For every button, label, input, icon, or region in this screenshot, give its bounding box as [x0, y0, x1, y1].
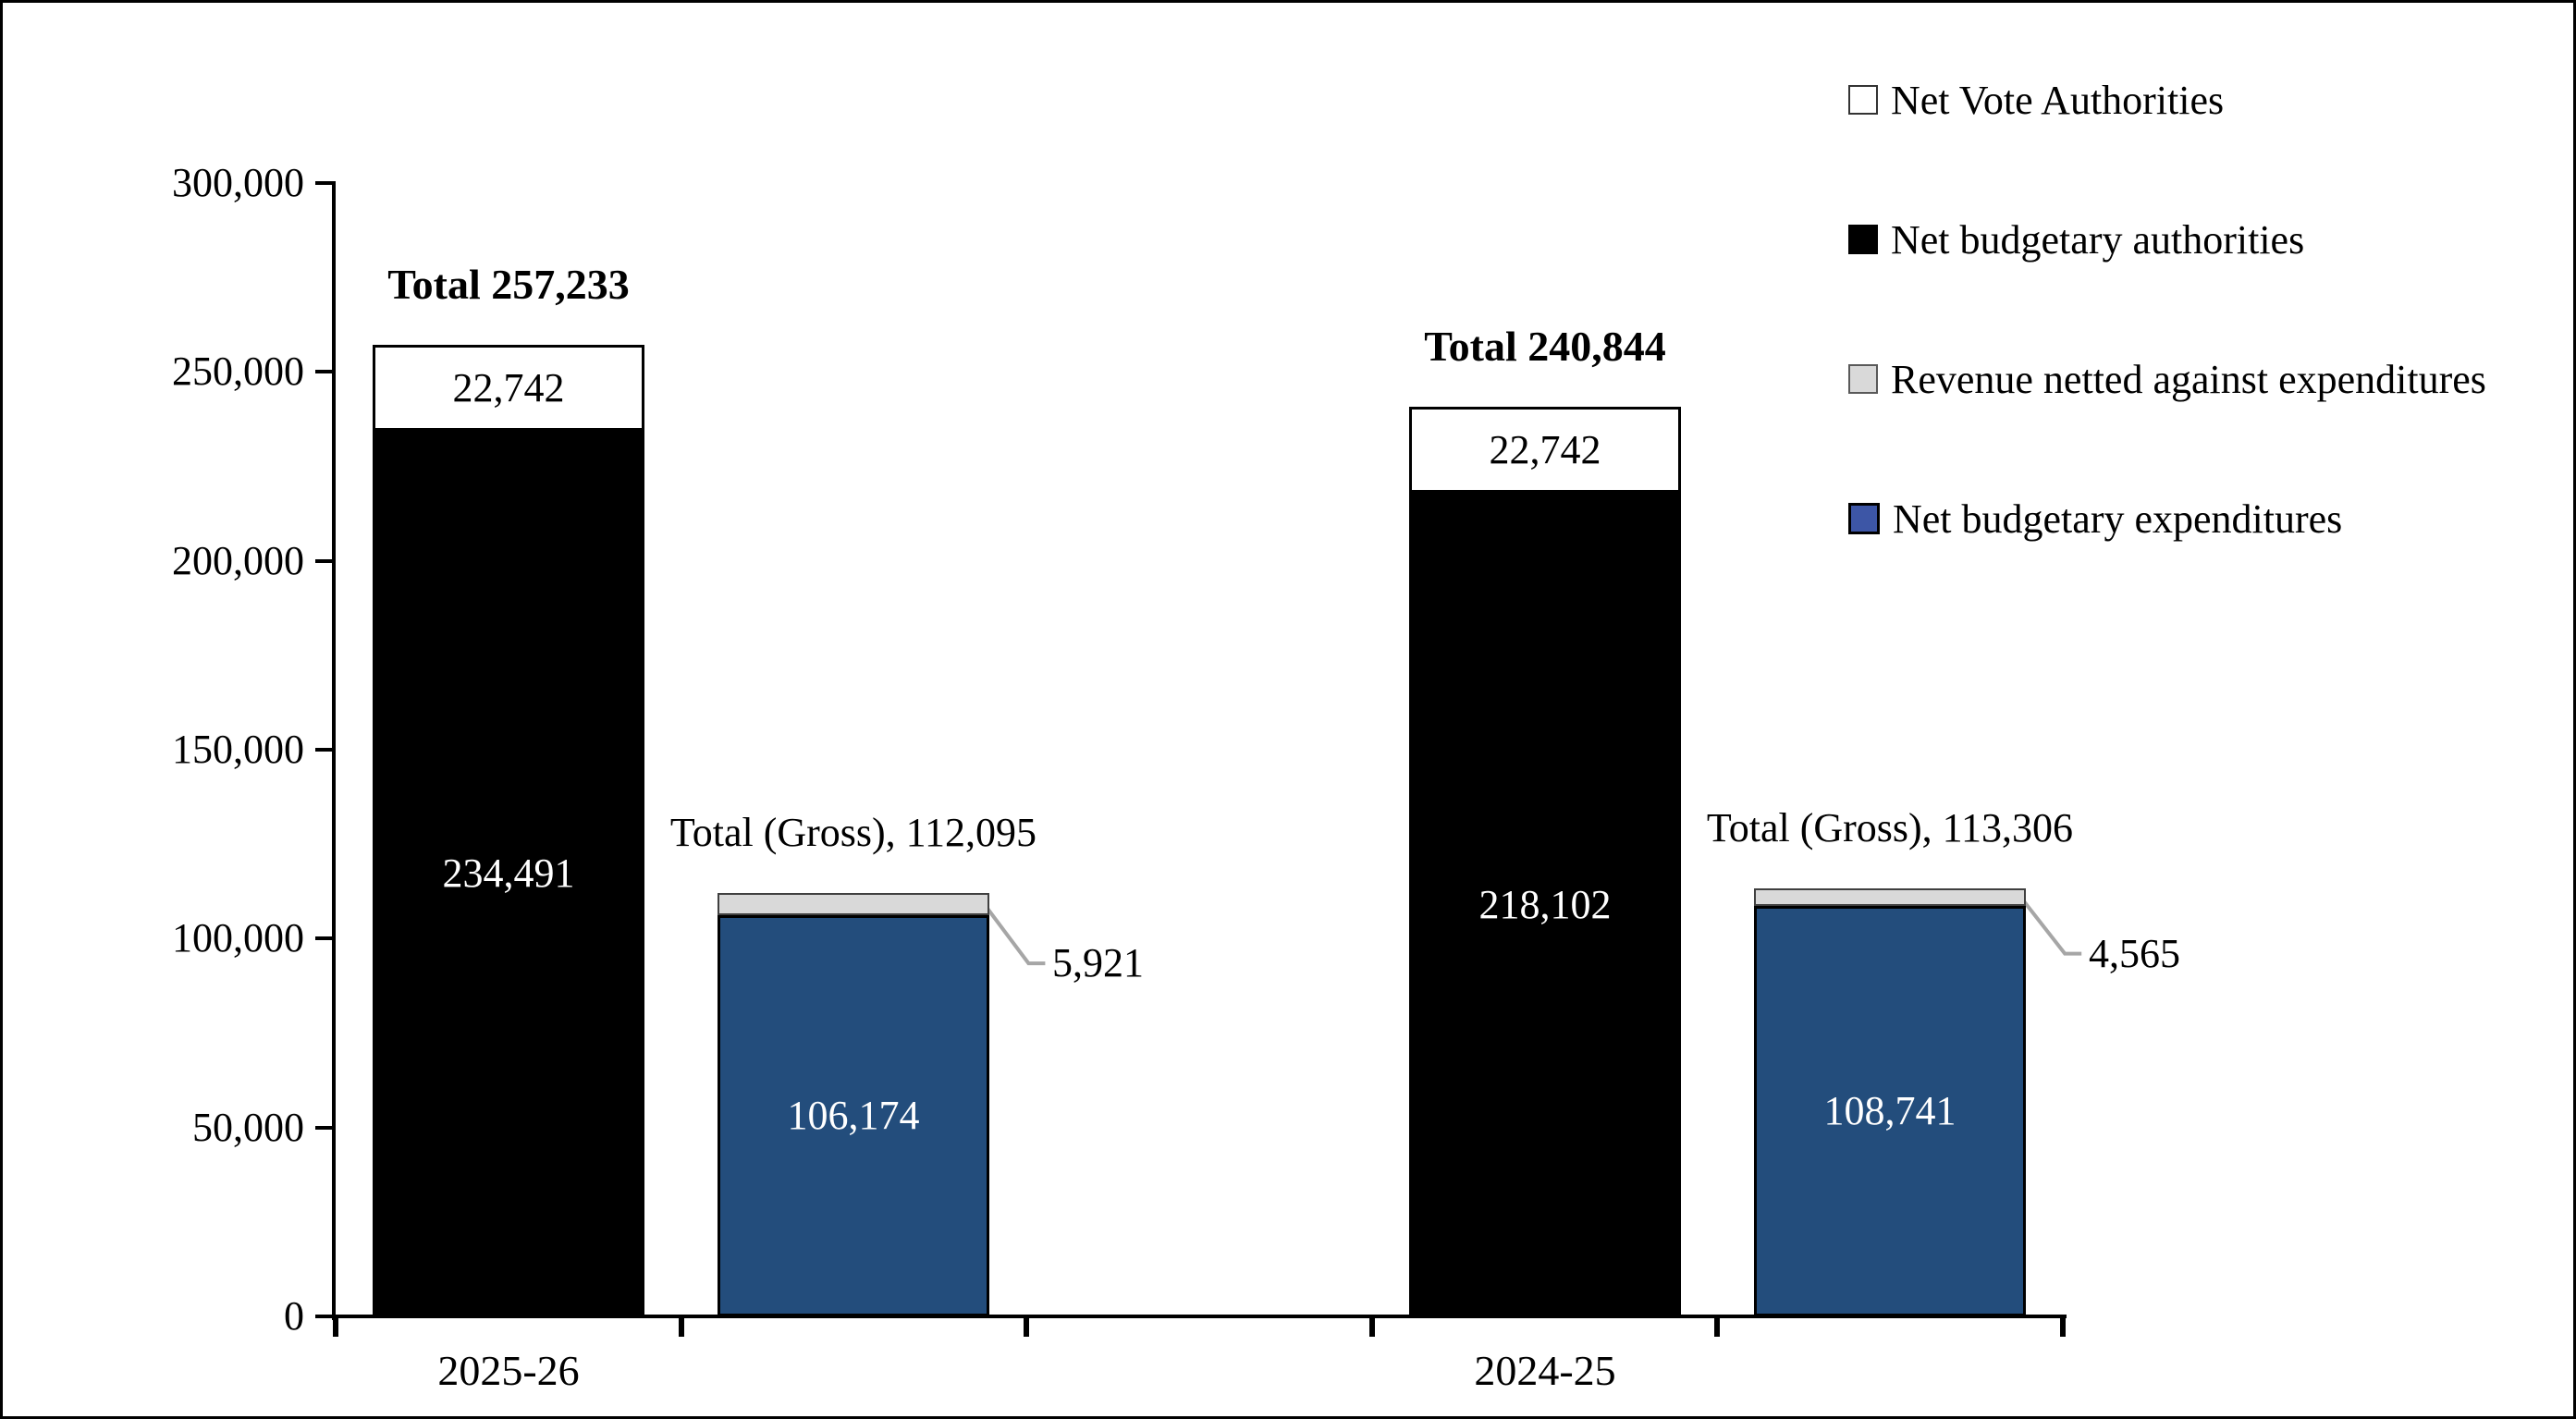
callout-leader-line [982, 902, 1046, 966]
bar-segment-value-label: 22,742 [452, 364, 565, 410]
bar-segment-net-budgetary-authorities: 234,491 [373, 431, 644, 1316]
legend-label: Net budgetary authorities [1891, 216, 2305, 263]
bar-segment-net-budgetary-authorities: 218,102 [1409, 493, 1681, 1316]
legend-swatch-icon [1848, 225, 1878, 254]
x-axis-tick-mark [2060, 1318, 2066, 1337]
bar-segment-net-vote-authorities: 22,742 [1409, 407, 1681, 493]
bar-segment-value-label: 22,742 [1489, 426, 1601, 472]
legend-label: Revenue netted against expenditures [1891, 356, 2486, 402]
x-axis-tick-mark [1714, 1318, 1720, 1337]
y-tick-label: 100,000 [172, 915, 304, 960]
callout-value-label: 5,921 [1052, 940, 1144, 985]
x-axis-tick-mark [333, 1318, 338, 1337]
y-axis-line [332, 183, 336, 1320]
legend-item: Revenue netted against expenditures [1848, 350, 2486, 408]
y-axis-tick-mark [315, 1126, 336, 1130]
x-axis-tick-mark [1024, 1318, 1029, 1337]
legend-swatch-icon [1848, 364, 1878, 394]
y-axis-tick-mark [315, 748, 336, 752]
x-axis-line [332, 1315, 2067, 1318]
x-category-label: 2024-25 [1474, 1347, 1616, 1394]
y-tick-label: 0 [284, 1293, 304, 1339]
callout-leader-line [2018, 896, 2082, 956]
legend-item: Net Vote Authorities [1848, 71, 2224, 128]
bar-segment-value-label: 106,174 [787, 1093, 920, 1138]
bar-segment-value-label: 234,491 [442, 850, 575, 896]
x-axis-tick-mark [1369, 1318, 1375, 1337]
callout-value-label: 4,565 [2089, 931, 2180, 976]
y-axis-tick-mark [315, 559, 336, 563]
bar-segment-net-vote-authorities: 22,742 [373, 345, 644, 431]
legend-label: Net Vote Authorities [1891, 77, 2225, 123]
x-axis-tick-mark [679, 1318, 684, 1337]
x-category-label: 2025-26 [437, 1347, 580, 1394]
bar-total-label: Total 240,844 [1424, 323, 1666, 370]
bar-total-label: Total 257,233 [387, 261, 630, 308]
legend-swatch-icon [1848, 85, 1878, 115]
y-tick-label: 300,000 [172, 160, 304, 205]
bar-total-label: Total (Gross), 113,306 [1706, 805, 2074, 850]
y-axis-tick-mark [315, 936, 336, 940]
bar-segment-value-label: 108,741 [1823, 1088, 1957, 1133]
bar-segment-value-label: 218,102 [1478, 881, 1612, 927]
bar-total-label: Total (Gross), 112,095 [669, 810, 1037, 855]
legend-swatch-icon [1848, 503, 1880, 534]
legend-item: Net budgetary expenditures [1848, 490, 2342, 547]
y-tick-label: 150,000 [172, 727, 304, 772]
bar-segment-revenue-netted-against-expenditures [1754, 888, 2026, 906]
legend-item: Net budgetary authorities [1848, 211, 2304, 268]
y-axis-tick-mark [315, 181, 336, 185]
y-axis-tick-mark [315, 370, 336, 373]
y-tick-label: 200,000 [172, 538, 304, 583]
y-tick-label: 250,000 [172, 349, 304, 394]
bar-segment-net-budgetary-expenditures: 108,741 [1754, 906, 2026, 1316]
bar-segment-revenue-netted-against-expenditures [718, 893, 989, 915]
bar-segment-net-budgetary-expenditures: 106,174 [718, 915, 989, 1316]
y-tick-label: 50,000 [192, 1105, 304, 1150]
y-axis-tick-mark [315, 1315, 336, 1318]
legend-label: Net budgetary expenditures [1893, 495, 2343, 542]
